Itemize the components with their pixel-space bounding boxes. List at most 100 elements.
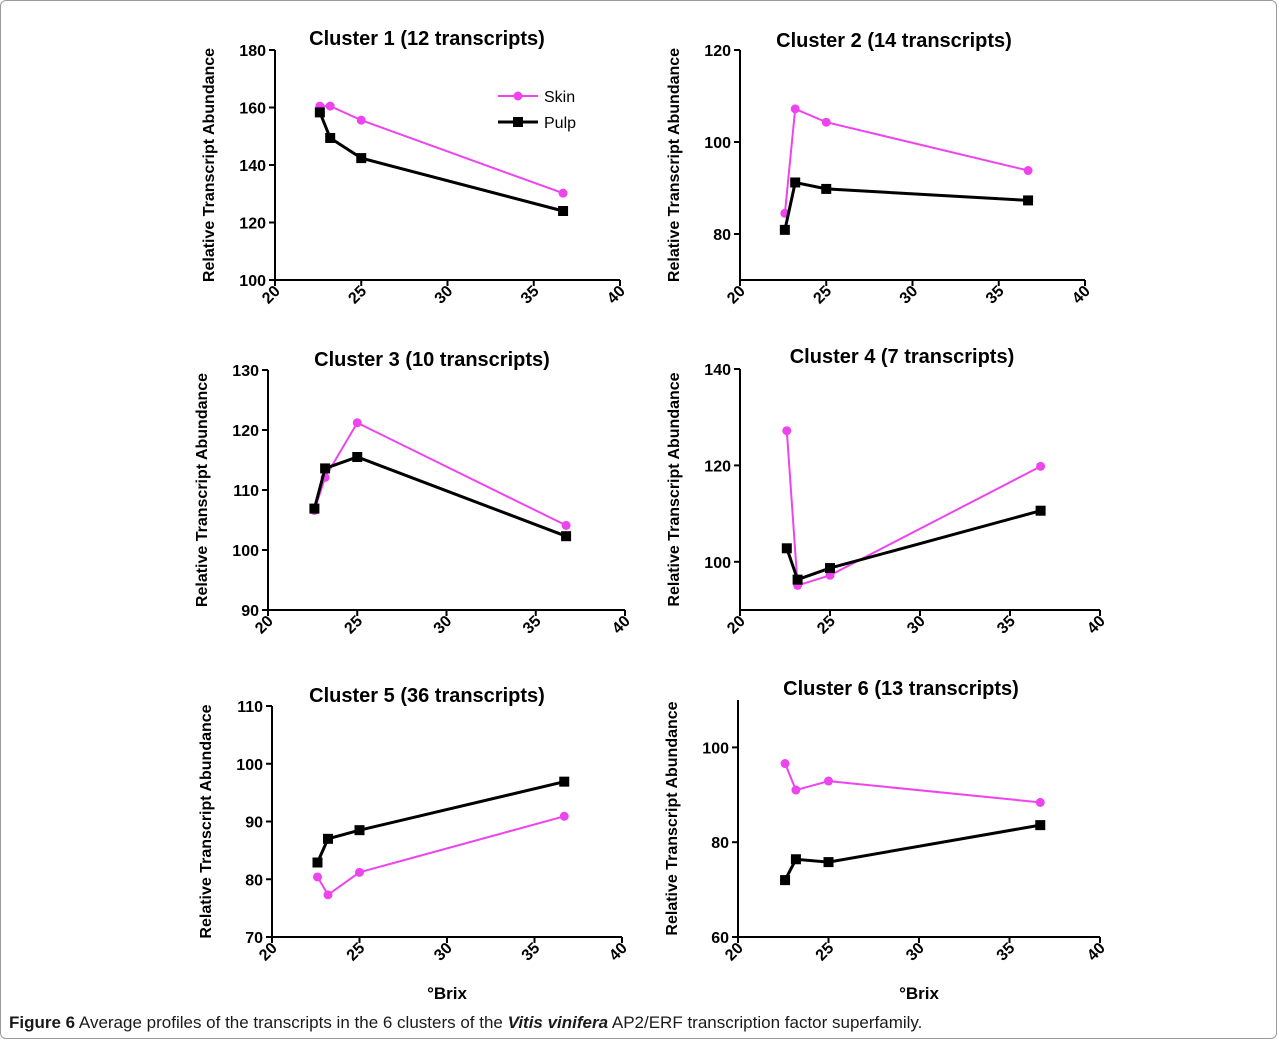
series-pulp <box>314 107 569 216</box>
y-axis-label: Relative Transcript Abundance <box>201 48 218 282</box>
series-line-skin <box>785 430 1042 587</box>
data-point-pulp <box>561 531 572 542</box>
data-point-skin <box>355 867 364 877</box>
data-point-skin <box>352 418 362 428</box>
y-tick-label: 180 <box>239 43 266 60</box>
chart-title: Cluster 1 (12 transcripts) <box>309 28 545 50</box>
y-axis-label: Relative Transcript Abundance <box>666 48 683 282</box>
series-pulp <box>312 776 570 868</box>
data-point-pulp <box>825 563 835 574</box>
data-point-pulp <box>325 132 336 143</box>
data-point-pulp <box>314 107 325 118</box>
data-point-skin <box>356 115 366 125</box>
data-point-pulp <box>320 463 331 474</box>
data-point-skin <box>561 520 571 530</box>
chart-title: Cluster 5 (36 transcripts) <box>309 685 545 707</box>
chart-title: Cluster 3 (10 transcripts) <box>314 349 550 371</box>
y-tick-label: 80 <box>711 835 729 852</box>
figure-panels: 100 120 140 160 180 20 25 30 35 40 Cluster 1 (12 t… <box>194 28 1109 1003</box>
data-point-skin <box>1035 797 1045 807</box>
y-tick-label: 120 <box>232 423 259 440</box>
x-tick-label: 30 <box>431 613 456 638</box>
x-tick-label: 35 <box>518 283 543 308</box>
data-point-pulp <box>354 825 365 836</box>
data-point-pulp <box>781 543 792 554</box>
series-line-pulp <box>318 111 564 213</box>
x-tick-label: 30 <box>897 283 922 308</box>
legend-marker-skin <box>513 91 523 101</box>
series-line-pulp <box>783 823 1041 881</box>
y-tick-label: 80 <box>713 227 731 244</box>
data-point-skin <box>559 811 569 821</box>
series-line-skin <box>783 107 1029 214</box>
x-tick-label: 40 <box>604 283 629 308</box>
x-tick-label: 40 <box>609 613 634 638</box>
data-point-pulp <box>779 224 790 235</box>
x-tick-label: 25 <box>345 283 370 308</box>
data-point-pulp <box>792 574 803 585</box>
data-point-pulp <box>356 153 367 164</box>
data-point-pulp <box>821 183 832 194</box>
data-point-pulp <box>780 875 791 886</box>
y-tick-label: 140 <box>704 362 731 379</box>
x-tick-label: 30 <box>904 613 929 638</box>
y-tick-label: 130 <box>232 363 259 380</box>
series-skin <box>780 104 1033 218</box>
series-line-pulp <box>783 180 1029 231</box>
chart-title: Cluster 6 (13 transcripts) <box>783 678 1019 700</box>
chart-title: Cluster 2 (14 transcripts) <box>776 30 1012 52</box>
data-point-pulp <box>312 857 323 868</box>
data-point-pulp <box>790 854 801 865</box>
x-axis-label: °Brix <box>899 984 939 1003</box>
y-tick-label: 120 <box>239 216 266 233</box>
x-tick-label: 25 <box>813 940 838 965</box>
x-tick-label: 35 <box>983 283 1008 308</box>
series-line-skin <box>313 421 567 527</box>
x-tick-label: 30 <box>903 940 928 965</box>
x-tick-label: 40 <box>1069 283 1094 308</box>
chart-panel-2: 80 100 120 20 25 30 35 40 Cluster 2 (14 transcri… <box>666 30 1094 307</box>
x-tick-label: 20 <box>724 283 749 308</box>
chart-title: Cluster 4 (7 transcripts) <box>790 346 1015 368</box>
series-skin <box>780 759 1045 807</box>
data-point-skin <box>1023 166 1033 176</box>
series-line-pulp <box>312 455 567 538</box>
data-point-pulp <box>1035 505 1046 516</box>
data-point-pulp <box>309 503 320 514</box>
data-point-skin <box>824 776 833 786</box>
data-point-pulp <box>1035 820 1046 831</box>
data-point-skin <box>1036 461 1046 471</box>
data-point-pulp <box>1023 195 1034 206</box>
data-point-skin <box>790 104 800 114</box>
x-axis-label: °Brix <box>427 984 467 1003</box>
data-point-pulp <box>352 452 363 462</box>
x-tick-label: 35 <box>994 613 1019 638</box>
data-point-skin <box>821 117 831 127</box>
y-tick-label: 80 <box>245 872 263 889</box>
x-tick-label: 20 <box>724 613 749 638</box>
y-tick-label: 100 <box>702 740 729 757</box>
y-axis-label: Relative Transcript Abundance <box>198 704 215 938</box>
data-point-skin <box>325 101 335 111</box>
x-tick-label: 25 <box>341 613 366 638</box>
data-point-pulp <box>823 857 834 868</box>
y-axis-label: Relative Transcript Abundance <box>194 373 211 607</box>
x-tick-label: 35 <box>519 940 544 965</box>
y-tick-label: 160 <box>239 101 266 118</box>
x-tick-label: 40 <box>1084 940 1109 965</box>
series-line-pulp <box>316 780 565 864</box>
series-pulp <box>780 820 1046 886</box>
series-line-skin <box>319 105 564 195</box>
y-tick-label: 110 <box>233 483 259 500</box>
y-tick-label: 140 <box>239 158 266 175</box>
y-tick-label: 110 <box>237 699 263 716</box>
series-skin <box>313 811 569 900</box>
data-point-pulp <box>558 206 569 216</box>
data-point-pulp <box>559 776 570 787</box>
y-tick-label: 90 <box>241 603 259 620</box>
x-tick-label: 40 <box>606 940 631 965</box>
